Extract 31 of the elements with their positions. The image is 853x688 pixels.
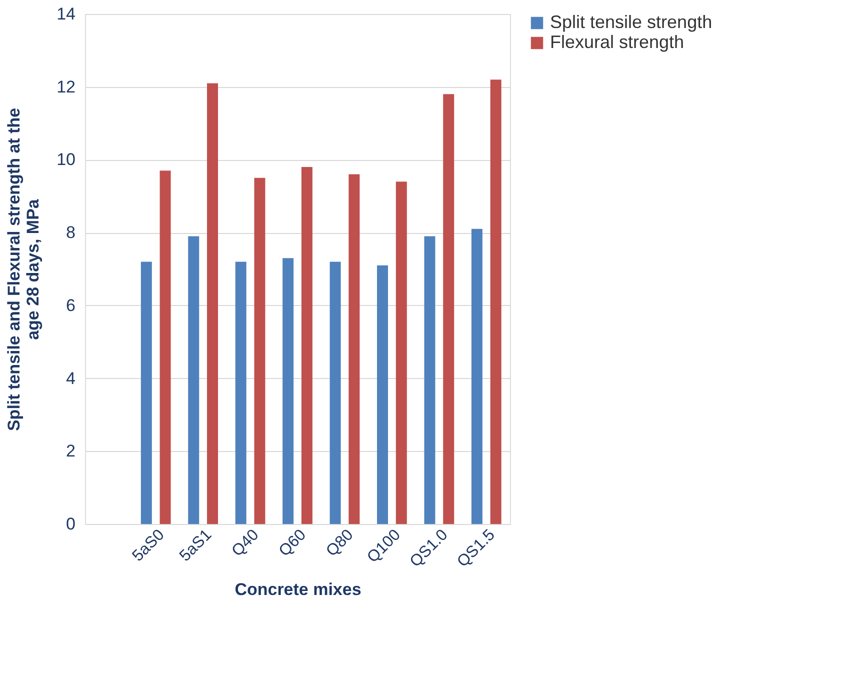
bar bbox=[443, 94, 454, 524]
y-tick-label: 12 bbox=[56, 77, 76, 96]
legend-label: Split tensile strength bbox=[550, 12, 712, 32]
bar bbox=[140, 262, 152, 524]
x-tick-label: Q40 bbox=[228, 526, 262, 560]
bar bbox=[235, 262, 246, 524]
x-tick-label: Q60 bbox=[276, 526, 310, 560]
bar bbox=[348, 174, 360, 524]
y-tick-label: 2 bbox=[66, 442, 76, 461]
y-tick-label: 14 bbox=[56, 4, 76, 24]
bar bbox=[396, 182, 407, 524]
x-axis-title: Concrete mixes bbox=[234, 580, 362, 599]
bar bbox=[424, 236, 436, 524]
bar bbox=[490, 80, 502, 524]
bar bbox=[471, 228, 482, 524]
x-tick-label: Q80 bbox=[323, 526, 357, 560]
bar bbox=[282, 258, 294, 524]
legend-label: Flexural strength bbox=[550, 32, 684, 52]
y-tick-label: 0 bbox=[66, 514, 76, 534]
bar bbox=[330, 262, 341, 524]
bar bbox=[188, 236, 200, 524]
bar bbox=[301, 167, 312, 524]
bar bbox=[254, 178, 266, 524]
y-tick-label: 10 bbox=[56, 150, 76, 170]
bar bbox=[160, 170, 171, 524]
y-tick-label: 6 bbox=[66, 296, 76, 315]
bar bbox=[377, 265, 388, 524]
bar bbox=[207, 83, 218, 524]
y-axis-title: Split tensile and Flexural strength at the age 28 days, MPa bbox=[4, 108, 43, 432]
y-tick-label: 8 bbox=[66, 223, 76, 242]
y-tick-label: 4 bbox=[66, 368, 76, 388]
